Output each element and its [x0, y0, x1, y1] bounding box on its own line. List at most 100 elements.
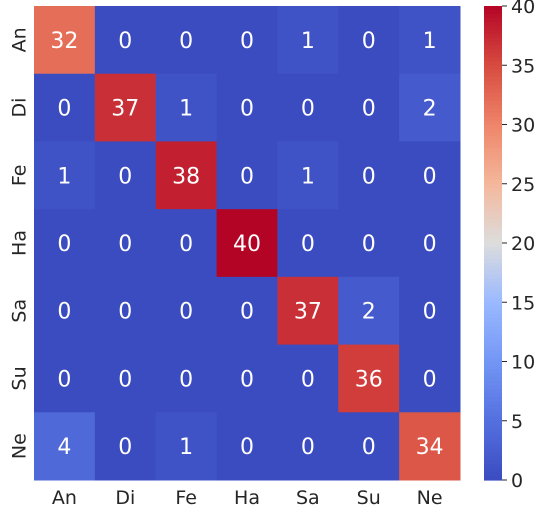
cell-value-label: 0	[179, 367, 193, 392]
heatmap-cell-di-an	[34, 73, 96, 142]
colorbar-segment	[484, 6, 502, 11]
colorbar-tick-label: 30	[511, 115, 535, 137]
cell-value-label: 1	[179, 97, 193, 122]
heatmap-cell-sa-an	[34, 276, 96, 346]
colorbar-segment	[484, 286, 502, 291]
heatmap-cell-ne-ha	[216, 412, 278, 481]
colorbar-segment	[484, 239, 502, 244]
heatmap-cell-sa-di	[94, 276, 157, 346]
x-tick-label: Ha	[234, 487, 260, 509]
colorbar-segment	[484, 468, 502, 473]
colorbar-segment	[484, 29, 502, 35]
colorbar-tick-label: 5	[511, 411, 523, 433]
colorbar-segment	[484, 310, 502, 315]
cell-value-label: 0	[240, 435, 254, 460]
heatmap-cell-di-su	[338, 73, 400, 142]
cell-value-label: 0	[423, 300, 437, 325]
colorbar-segment	[484, 412, 502, 418]
cell-value-label: 0	[362, 29, 376, 54]
heatmap-cell-sa-ha	[216, 276, 278, 346]
colorbar-segment	[484, 156, 502, 161]
heatmap-cell-ha-di	[94, 209, 157, 278]
cell-value-label: 0	[118, 232, 132, 257]
colorbar-segment	[484, 353, 502, 359]
heatmap-cell-an-an	[34, 6, 96, 75]
heatmap-cell-sa-fe	[155, 276, 218, 346]
x-tick-label: Su	[357, 487, 381, 509]
heatmap-cell-an-ha	[216, 6, 278, 75]
cell-value-label: 0	[118, 435, 132, 460]
colorbar-segment	[484, 13, 502, 19]
colorbar-segment	[484, 160, 502, 165]
colorbar-segment	[484, 361, 502, 367]
colorbar-segment	[484, 53, 502, 58]
cell-value-label: 36	[355, 367, 383, 392]
heatmap-cell-ha-fe	[155, 209, 218, 278]
cell-value-label: 0	[301, 97, 315, 122]
colorbar-segment	[484, 385, 502, 390]
colorbar-segment	[484, 124, 502, 130]
colorbar-tick-label: 20	[511, 233, 535, 255]
colorbar-segment	[484, 21, 502, 27]
heatmap-cell-su-fe	[155, 344, 218, 413]
colorbar-segment	[484, 140, 502, 145]
y-axis-ticks: An Di Fe Ha Sa Su Ne	[9, 27, 31, 459]
colorbar-segment	[484, 88, 502, 94]
cell-value-label: 0	[57, 232, 71, 257]
heatmap-cell-fe-ne	[399, 141, 461, 210]
colorbar-segment	[484, 341, 502, 347]
colorbar-segment	[484, 231, 502, 236]
heatmap-cell-fe-an	[34, 141, 96, 210]
colorbar-segment	[484, 211, 502, 216]
heatmap-cell-ha-su	[338, 209, 400, 278]
colorbar-segment	[484, 365, 502, 370]
heatmap-cell-di-di	[94, 73, 157, 142]
colorbar-segment	[484, 73, 502, 78]
colorbar-segment	[484, 215, 502, 220]
heatmap-cell-ne-an	[34, 412, 96, 481]
heatmap-cell-ne-sa	[277, 412, 339, 481]
heatmap-cell-di-sa	[277, 73, 339, 142]
x-tick-label: Di	[115, 487, 135, 509]
colorbar-segment	[484, 45, 502, 51]
colorbar-segment	[484, 100, 502, 106]
heatmap-cell-an-sa	[277, 6, 339, 75]
colorbar-segment	[484, 290, 502, 295]
heatmap-cell-ne-ne	[399, 412, 461, 481]
colorbar-segment	[484, 81, 502, 86]
colorbar-segment	[484, 349, 502, 355]
colorbar-segment	[484, 472, 502, 477]
cell-value-label: 0	[179, 300, 193, 325]
colorbar-segment	[484, 397, 502, 402]
colorbar-segment	[484, 152, 502, 157]
colorbar-segment	[484, 207, 502, 212]
heatmap-cell-ha-ha	[216, 209, 278, 278]
colorbar-segment	[484, 258, 502, 264]
colorbar-segment	[484, 148, 502, 153]
colorbar-segment	[484, 171, 502, 177]
colorbar-segment	[484, 136, 502, 141]
cell-value-label: 0	[118, 29, 132, 54]
heatmap-cell-fe-ha	[216, 141, 278, 210]
colorbar: 0 5 10 15 20 25 30 35 40	[484, 0, 535, 492]
cell-value-label: 32	[50, 29, 78, 54]
colorbar-segment	[484, 183, 502, 189]
cell-value-label: 0	[301, 435, 315, 460]
colorbar-segment	[484, 167, 502, 173]
colorbar-segment	[484, 329, 502, 335]
cell-value-label: 1	[301, 164, 315, 189]
cell-value-label: 37	[294, 300, 322, 325]
colorbar-segment	[484, 120, 502, 126]
x-tick-label: An	[52, 487, 77, 509]
colorbar-segment	[484, 456, 502, 461]
heatmap-cell-su-su	[338, 344, 400, 413]
colorbar-segment	[484, 357, 502, 363]
heatmap-cells	[34, 6, 461, 481]
cell-value-label: 34	[416, 435, 444, 460]
colorbar-segment	[484, 33, 502, 39]
colorbar-segment	[484, 389, 502, 394]
cell-value-label: 0	[57, 300, 71, 325]
heatmap-cell-su-di	[94, 344, 157, 413]
colorbar-segment	[484, 227, 502, 232]
